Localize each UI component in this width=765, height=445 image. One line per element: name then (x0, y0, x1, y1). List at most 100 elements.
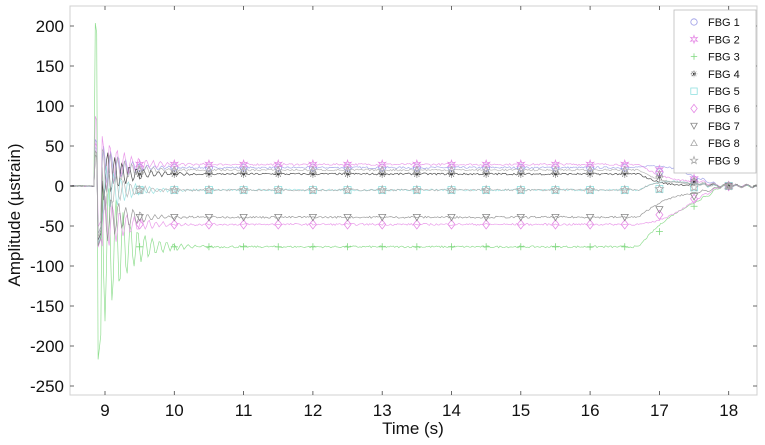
axes-frame (69, 5, 758, 396)
diamond-marker-icon (690, 103, 698, 114)
series-line (70, 22, 757, 360)
plus-marker-icon (621, 243, 629, 251)
pentagram-marker-icon (585, 184, 596, 195)
triangle-up-marker-icon (551, 165, 560, 174)
legend-box (673, 9, 757, 174)
hexagram-marker-icon (689, 34, 699, 45)
plus-marker-icon (205, 243, 213, 251)
triangle-up-marker-icon (343, 165, 352, 174)
plus-marker-icon (655, 228, 663, 236)
triangle-up-marker-icon (308, 165, 318, 174)
square-marker-icon (690, 87, 698, 95)
pentagram-marker-icon (342, 184, 353, 195)
x-axis-ticks: 9 10 11 12 13 14 15 16 17 18 (100, 6, 738, 420)
y-tick-label: -200 (30, 337, 64, 356)
diamond-marker-icon (274, 219, 283, 230)
plus-marker-icon (690, 53, 698, 60)
hexagram-marker-icon (342, 158, 353, 170)
circle-marker-icon (690, 18, 698, 26)
plus-marker-icon (309, 243, 317, 251)
legend-item: FBG 7 (690, 121, 740, 133)
hexagram-marker-icon (481, 158, 491, 170)
y-axis-ticks: 200 150 100 50 0 -50 -100 -150 -200 -250 (30, 17, 757, 396)
pentagram-marker-icon (446, 184, 457, 195)
diamond-marker-icon (204, 219, 213, 230)
legend: FBG 1 FBG 2 FBG 3 FBG 4 FBG 5 FBG 6 FBG 7 FBG 8… (673, 9, 757, 174)
triangle-down-marker-icon (655, 206, 664, 214)
legend-item: FBG 6 (690, 103, 740, 116)
triangle-up-marker-icon (412, 165, 422, 174)
x-tick-label: 18 (719, 401, 738, 420)
diamond-marker-icon (378, 219, 387, 230)
legend-label: FBG 8 (708, 138, 740, 150)
diamond-marker-icon (482, 219, 491, 230)
legend-item: FBG 5 (690, 86, 740, 98)
legend-item: FBG 3 (690, 52, 740, 64)
plus-marker-icon (274, 243, 282, 251)
triangle-down-marker-icon (308, 213, 318, 222)
y-tick-label: -50 (39, 217, 64, 236)
x-tick-label: 16 (581, 401, 600, 420)
triangle-down-marker-icon (690, 122, 698, 130)
pentagram-marker-icon (723, 180, 734, 191)
legend-label: FBG 6 (708, 104, 740, 116)
plus-marker-icon (482, 243, 490, 251)
diamond-marker-icon (239, 219, 248, 230)
x-tick-label: 13 (373, 401, 392, 420)
x-tick-label: 10 (165, 401, 184, 420)
legend-label: FBG 1 (708, 17, 740, 29)
asterisk-marker-icon (690, 70, 698, 78)
hexagram-marker-icon (516, 158, 526, 170)
diamond-marker-icon (447, 219, 456, 230)
hexagram-marker-icon (204, 158, 214, 170)
plus-marker-icon (551, 243, 559, 251)
legend-item: FBG 1 (690, 17, 740, 29)
hexagram-marker-icon (585, 158, 595, 170)
triangle-down-marker-icon (378, 213, 387, 222)
x-tick-label: 9 (100, 401, 109, 420)
pentagram-marker-icon (550, 184, 561, 195)
triangle-down-marker-icon (516, 213, 525, 222)
hexagram-marker-icon (377, 158, 387, 170)
triangle-up-marker-icon (274, 165, 283, 174)
hexagram-marker-icon (550, 158, 561, 170)
plus-marker-icon (517, 243, 525, 251)
pentagram-marker-icon (169, 184, 180, 195)
triangle-down-marker-icon (689, 193, 699, 201)
triangle-up-marker-icon (204, 165, 214, 174)
hexagram-marker-icon (308, 158, 318, 170)
diamond-marker-icon (690, 193, 699, 205)
legend-label: FBG 4 (708, 69, 740, 81)
diamond-marker-icon (516, 219, 525, 230)
pentagram-marker-icon (411, 184, 422, 195)
series-fbg-8 (70, 148, 757, 238)
triangle-down-marker-icon (447, 213, 456, 222)
triangle-up-marker-icon (447, 165, 456, 174)
y-tick-label: -150 (30, 297, 64, 316)
triangle-up-marker-icon (620, 165, 629, 174)
pentagram-marker-icon (515, 184, 526, 195)
diamond-marker-icon (170, 219, 179, 230)
plus-marker-icon (136, 243, 144, 251)
pentagram-marker-icon (238, 184, 249, 195)
triangle-up-marker-icon (724, 181, 733, 190)
triangle-up-marker-icon (481, 165, 491, 174)
triangle-up-marker-icon (239, 165, 248, 174)
legend-label: FBG 5 (708, 86, 740, 98)
plus-marker-icon (413, 243, 421, 251)
triangle-up-marker-icon (690, 139, 698, 147)
x-tick-label: 17 (650, 401, 669, 420)
plus-marker-icon (586, 243, 594, 251)
triangle-down-marker-icon (204, 213, 214, 222)
hexagram-marker-icon (238, 158, 249, 170)
pentagram-marker-icon (689, 155, 699, 165)
hexagram-marker-icon (412, 158, 422, 170)
pentagram-marker-icon (377, 184, 388, 195)
triangle-up-marker-icon (585, 165, 595, 174)
triangle-down-marker-icon (585, 213, 595, 222)
y-tick-label: -100 (30, 257, 64, 276)
x-tick-label: 14 (442, 401, 461, 420)
triangle-up-marker-icon (516, 165, 525, 174)
